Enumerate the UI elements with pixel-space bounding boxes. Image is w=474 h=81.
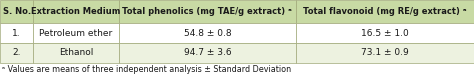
- Bar: [0, 0, 33, 23]
- Text: Total phenolics (mg TAE/g extract) ᵃ: Total phenolics (mg TAE/g extract) ᵃ: [122, 7, 292, 16]
- Bar: [33, 43, 118, 63]
- Bar: [33, 0, 118, 23]
- Text: 54.8 ± 0.8: 54.8 ± 0.8: [183, 29, 231, 38]
- Text: Ethanol: Ethanol: [59, 48, 93, 57]
- Text: Petroleum ether: Petroleum ether: [39, 29, 112, 38]
- Bar: [118, 23, 296, 43]
- Text: 2.: 2.: [12, 48, 21, 57]
- Bar: [33, 23, 118, 43]
- Text: 1.: 1.: [12, 29, 21, 38]
- Text: 94.7 ± 3.6: 94.7 ± 3.6: [183, 48, 231, 57]
- Text: 16.5 ± 1.0: 16.5 ± 1.0: [361, 29, 409, 38]
- Bar: [0, 43, 33, 63]
- Text: Total flavonoid (mg RE/g extract) ᵃ: Total flavonoid (mg RE/g extract) ᵃ: [303, 7, 467, 16]
- Bar: [296, 23, 474, 43]
- Text: Extraction Medium: Extraction Medium: [31, 7, 120, 16]
- Bar: [0, 23, 33, 43]
- Text: ᵃ Values are means of three independent analysis ± Standard Deviation: ᵃ Values are means of three independent …: [2, 65, 292, 74]
- Text: S. No.: S. No.: [2, 7, 31, 16]
- Bar: [296, 0, 474, 23]
- Bar: [118, 0, 296, 23]
- Bar: [118, 43, 296, 63]
- Text: 73.1 ± 0.9: 73.1 ± 0.9: [361, 48, 409, 57]
- Bar: [296, 43, 474, 63]
